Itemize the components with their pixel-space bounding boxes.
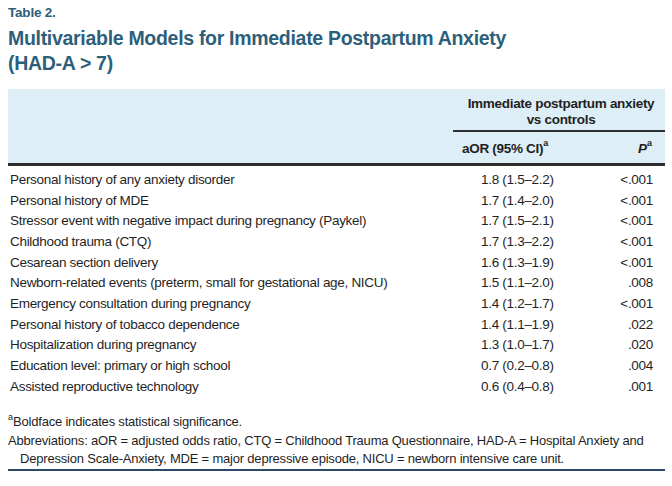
row-p-value: <.001 bbox=[578, 234, 653, 249]
row-p-value: <.001 bbox=[578, 213, 653, 228]
table-row: Emergency consultation during pregnancy … bbox=[8, 293, 665, 314]
row-label: Education level: primary or high school bbox=[8, 358, 471, 373]
row-p-value: .020 bbox=[578, 337, 653, 352]
row-aor-value: 1.8 (1.5–2.2) bbox=[471, 172, 578, 187]
row-aor-value: 0.7 (0.2–0.8) bbox=[471, 358, 578, 373]
footnote-significance: aBoldface indicates statistical signific… bbox=[8, 409, 665, 432]
row-label: Personal history of any anxiety disorder bbox=[8, 172, 471, 187]
table-footnotes: aBoldface indicates statistical signific… bbox=[8, 409, 665, 469]
row-label: Emergency consultation during pregnancy bbox=[8, 296, 471, 311]
row-label: Personal history of tobacco dependence bbox=[8, 317, 471, 332]
row-p-value: <.001 bbox=[578, 193, 653, 208]
table-row: Childhood trauma (CTQ) 1.7 (1.3–2.2) <.0… bbox=[8, 231, 665, 252]
footnote-marker: a bbox=[8, 412, 13, 422]
row-label: Assisted reproductive technology bbox=[8, 379, 471, 394]
table-row: Hospitalization during pregnancy 1.3 (1.… bbox=[8, 335, 665, 356]
row-p-value: <.001 bbox=[578, 255, 653, 270]
row-label: Personal history of MDE bbox=[8, 193, 471, 208]
column-group-rule bbox=[453, 130, 665, 132]
table-row: Stressor event with negative impact duri… bbox=[8, 210, 665, 231]
row-label: Newborn-related events (preterm, small f… bbox=[8, 275, 471, 290]
row-aor-value: 1.6 (1.3–1.9) bbox=[471, 255, 578, 270]
table-row: Newborn-related events (preterm, small f… bbox=[8, 272, 665, 293]
row-label: Stressor event with negative impact duri… bbox=[8, 213, 471, 228]
table-number-label: Table 2. bbox=[8, 5, 56, 20]
row-p-value: .022 bbox=[578, 317, 653, 332]
footnote-significance-text: Boldface indicates statistical significa… bbox=[13, 414, 242, 429]
row-p-value: .004 bbox=[578, 358, 653, 373]
row-p-value: .001 bbox=[578, 379, 653, 394]
table-row: Education level: primary or high school … bbox=[8, 355, 665, 376]
table-row: Personal history of MDE 1.7 (1.4–2.0) <.… bbox=[8, 190, 665, 211]
row-aor-value: 0.6 (0.4–0.8) bbox=[471, 379, 578, 394]
row-aor-value: 1.7 (1.5–2.1) bbox=[471, 213, 578, 228]
table-row: Cesarean section delivery 1.6 (1.3–1.9) … bbox=[8, 252, 665, 273]
row-aor-value: 1.5 (1.1–2.0) bbox=[471, 275, 578, 290]
row-aor-value: 1.7 (1.3–2.2) bbox=[471, 234, 578, 249]
table-row: Assisted reproductive technology 0.6 (0.… bbox=[8, 376, 665, 397]
row-aor-value: 1.4 (1.1–1.9) bbox=[471, 317, 578, 332]
row-aor-value: 1.7 (1.4–2.0) bbox=[471, 193, 578, 208]
column-header-p: Pa bbox=[638, 139, 652, 156]
table-title: Multivariable Models for Immediate Postp… bbox=[8, 26, 553, 76]
row-aor-value: 1.3 (1.0–1.7) bbox=[471, 337, 578, 352]
table-figure: Table 2. Multivariable Models for Immedi… bbox=[0, 0, 672, 486]
column-header-p-footnote-marker: a bbox=[647, 138, 652, 148]
column-header-aor-footnote-marker: a bbox=[543, 138, 548, 148]
row-aor-value: 1.4 (1.2–1.7) bbox=[471, 296, 578, 311]
table-bottom-rule bbox=[8, 469, 665, 471]
column-group-header: Immediate postpartum anxiety vs controls bbox=[463, 96, 659, 128]
table-row: Personal history of any anxiety disorder… bbox=[8, 169, 665, 190]
row-label: Hospitalization during pregnancy bbox=[8, 337, 471, 352]
footnote-abbreviations: Abbreviations: aOR = adjusted odds ratio… bbox=[8, 432, 665, 469]
column-header-p-text: P bbox=[638, 141, 647, 156]
column-header-aor-text: aOR (95% CI) bbox=[462, 141, 543, 156]
row-label: Childhood trauma (CTQ) bbox=[8, 234, 471, 249]
row-label: Cesarean section delivery bbox=[8, 255, 471, 270]
column-header-aor: aOR (95% CI)a bbox=[462, 139, 548, 156]
table-header-band: Immediate postpartum anxiety vs controls… bbox=[8, 89, 665, 166]
table-row: Personal history of tobacco dependence 1… bbox=[8, 314, 665, 335]
row-p-value: <.001 bbox=[578, 296, 653, 311]
row-p-value: <.001 bbox=[578, 172, 653, 187]
row-p-value: .008 bbox=[578, 275, 653, 290]
table-body: Personal history of any anxiety disorder… bbox=[8, 169, 665, 397]
